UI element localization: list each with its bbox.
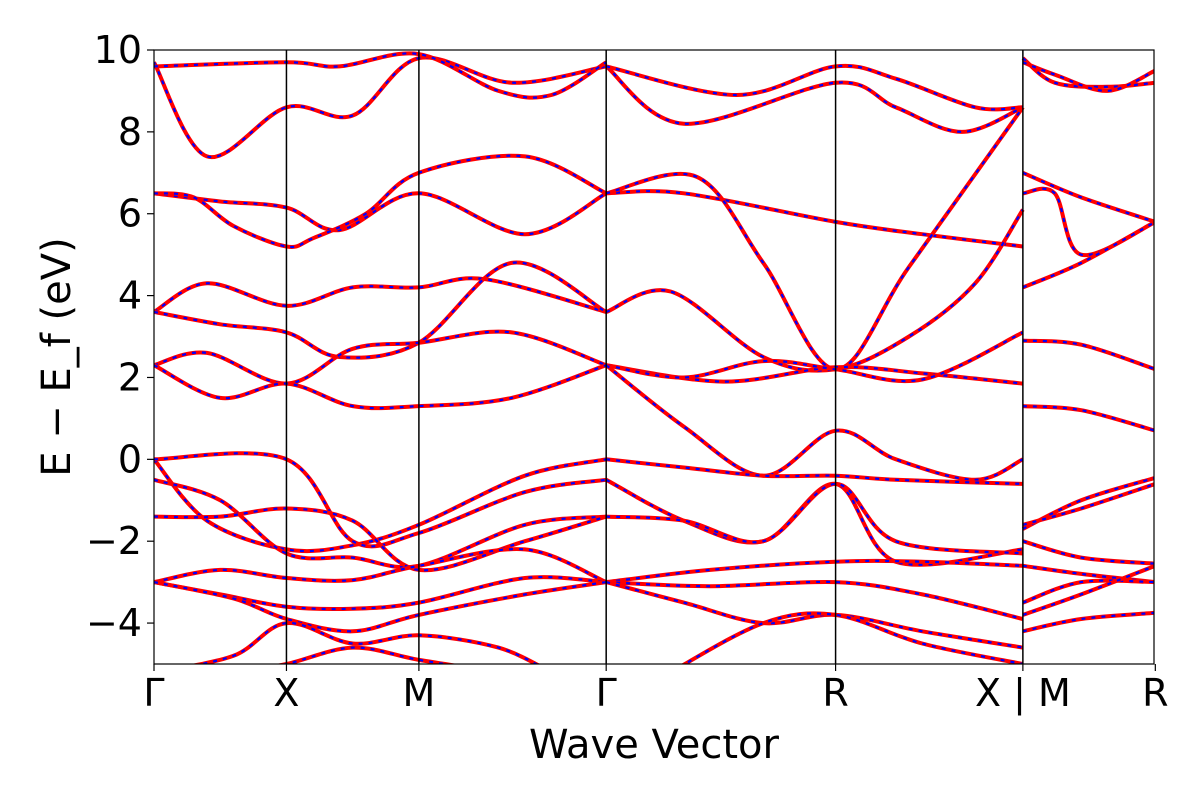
band-line-solid (605, 330, 1024, 384)
band-line-dashed (154, 478, 607, 569)
band-line-solid (604, 363, 1024, 482)
band-line-dashed (605, 64, 1023, 111)
y-tick-label: 8 (118, 110, 142, 154)
x-axis-ticks: Γ X M Γ R X | M R (143, 664, 1169, 716)
band-line-dashed (605, 65, 1024, 134)
x-tick-label: Γ (596, 671, 617, 715)
band-line-dashed (606, 458, 1023, 485)
band-line-solid (604, 64, 1024, 134)
band-line-dashed (1022, 405, 1154, 432)
band-line-dashed (195, 621, 539, 664)
band-line-dashed (605, 364, 1024, 481)
x-tick-label: X (273, 671, 299, 715)
band-line-solid (1022, 610, 1154, 634)
plot-frame (153, 49, 1155, 665)
x-tick-label: R (1142, 671, 1168, 715)
y-tick-label: 4 (118, 274, 142, 318)
band-line-solid (275, 645, 458, 664)
band-line-dashed (1022, 579, 1154, 604)
band-line-dashed (1022, 483, 1154, 526)
band-line-solid (154, 55, 607, 160)
x-tick-label: X | M (975, 671, 1071, 716)
band-line-dashed (154, 52, 607, 99)
band-line-solid (154, 329, 607, 386)
band-line-dashed (154, 364, 607, 410)
band-line-solid (605, 457, 1023, 486)
band-line-dashed (1022, 61, 1154, 93)
band-line-dashed (1022, 564, 1154, 584)
band-line-solid (154, 451, 607, 549)
band-line-dashed (1022, 221, 1154, 289)
band-line-dashed (280, 646, 452, 664)
band-line-dashed (606, 482, 1024, 555)
band-line-dashed (1022, 57, 1154, 88)
band-line-dashed (154, 458, 607, 553)
y-axis-label: E − E_f (eV) (34, 237, 80, 476)
y-tick-label: −2 (86, 519, 142, 563)
band-line-dashed (154, 192, 607, 236)
x-tick-label: R (822, 671, 848, 715)
band-line-dashed (682, 612, 1024, 664)
y-tick-label: 6 (118, 192, 142, 236)
band-line-solid (605, 580, 1024, 650)
band-line-dashed (1022, 339, 1154, 371)
band-line-dashed (154, 277, 607, 314)
band-line-solid (154, 153, 608, 249)
band-line-solid (606, 481, 1024, 556)
band-line-dashed (605, 106, 1024, 371)
band-line-dashed (1022, 540, 1154, 565)
band-line-solid (1022, 404, 1154, 433)
band-line-dashed (606, 331, 1024, 383)
bands-layer (154, 51, 1154, 664)
band-line-dashed (1022, 565, 1154, 616)
band-line-solid (154, 363, 607, 411)
band-line-dashed (606, 580, 1024, 621)
y-tick-label: 2 (118, 355, 142, 399)
x-axis-label: Wave Vector (529, 722, 780, 768)
band-line-solid (154, 506, 607, 573)
band-line-dashed (154, 581, 607, 633)
band-line-dashed (1022, 611, 1154, 633)
y-tick-label: 0 (118, 437, 142, 481)
band-line-solid (1022, 338, 1154, 371)
band-line-dashed (154, 56, 607, 159)
y-tick-label: 10 (94, 28, 142, 72)
band-line-solid (154, 477, 607, 570)
y-tick-label: −4 (86, 601, 142, 645)
kpoint-lines-layer (285, 50, 1024, 664)
band-line-solid (605, 208, 1025, 373)
band-line-solid (1022, 539, 1154, 566)
band-line-dashed (1022, 171, 1154, 223)
x-tick-label: M (403, 671, 436, 715)
band-line-solid (605, 558, 1023, 585)
band-line-dashed (154, 261, 607, 359)
band-line-solid (154, 276, 607, 314)
y-axis-ticks: −4 −2 0 2 4 6 8 10 (86, 28, 154, 645)
x-tick-label: Γ (143, 671, 164, 715)
band-line-solid (154, 547, 607, 585)
